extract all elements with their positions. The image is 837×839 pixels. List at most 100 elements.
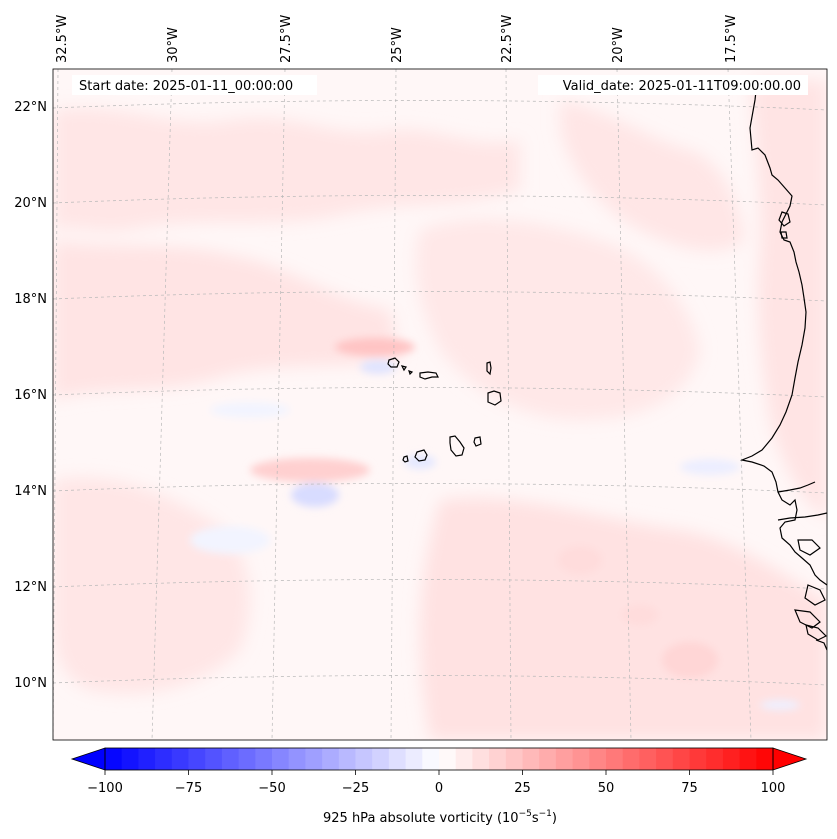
parallel-10n (53, 675, 827, 686)
colorbar-segment (489, 748, 507, 770)
colorbar-segment (221, 748, 239, 770)
cape-verde-islands (387, 357, 502, 463)
latitude-label-22n: 22°N (14, 100, 47, 115)
latitude-labels: 22°N 20°N 18°N 16°N 14°N 12°N 10°N (14, 100, 47, 691)
parallel-22n (53, 100, 827, 111)
vorticity-min-islands (360, 360, 396, 374)
vorticity-max-islands (335, 338, 415, 356)
colorbar-segment (288, 748, 306, 770)
gambia-river (777, 481, 816, 493)
vorticity-patch-northeast (560, 100, 745, 251)
vorticity-patch-west-band (53, 240, 400, 400)
colorbar-tick-labels: −100 −75 −50 −25 0 25 50 75 100 (87, 781, 785, 796)
valid-date-text: Valid_date: 2025-01-11T09:00:00.00 (563, 79, 801, 94)
date-annotations: Start date: 2025-01-11_00:00:00 Valid_da… (72, 75, 808, 95)
latitude-label-18n: 18°N (14, 292, 47, 307)
parallel-16n (53, 387, 827, 398)
colorbar-segment (272, 748, 290, 770)
start-date-box (72, 75, 317, 95)
vorticity-max-west (250, 458, 370, 482)
colorbar-segment (422, 748, 440, 770)
vorticity-min-central (210, 402, 290, 418)
vorticity-max-southeast-3 (622, 605, 658, 625)
colorbar-ticks (104, 770, 774, 775)
island-boa-vista (487, 390, 502, 406)
colorbar-segment (305, 748, 323, 770)
latitude-label-14n: 14°N (14, 484, 47, 499)
colorbar-tick-label: 100 (761, 781, 786, 796)
colorbar-segment (388, 748, 406, 770)
colorbar-segment (739, 748, 757, 770)
colorbar-segment (121, 748, 139, 770)
colorbar-segment (656, 748, 674, 770)
latitude-label-20n: 20°N (14, 196, 47, 211)
latitude-label-12n: 12°N (14, 580, 47, 595)
colorbar-segment (105, 748, 123, 770)
colorbar-segment (322, 748, 340, 770)
vorticity-patch-northwest (53, 107, 520, 232)
vorticity-field (53, 80, 827, 740)
longitude-label-22-5w: 22.5°W (500, 15, 515, 63)
guinea-bissau-islands (797, 539, 821, 556)
longitude-label-25w: 25°W (390, 27, 405, 63)
colorbar-segment (555, 748, 573, 770)
vorticity-max-southeast (558, 546, 602, 574)
colorbar-tick-label: −25 (342, 781, 369, 796)
island-santo-antao (387, 357, 400, 368)
colorbar-segment (505, 748, 523, 770)
latitude-label-16n: 16°N (14, 388, 47, 403)
colorbar-segment (522, 748, 540, 770)
colorbar-segments (105, 748, 774, 770)
colorbar-label-unit: s (532, 811, 539, 826)
meridian-17-5w (727, 69, 752, 740)
vorticity-patch-east-coast (750, 80, 827, 520)
colorbar-segment (722, 748, 740, 770)
meridian-20w (616, 69, 632, 740)
vorticity-min-south-islands (404, 455, 436, 469)
longitude-label-30w: 30°W (166, 27, 181, 63)
colorbar-segment (439, 748, 457, 770)
africa-coastline (739, 81, 827, 586)
vorticity-min-west (291, 483, 339, 507)
valid-date-box (538, 75, 808, 95)
colorbar-segment (606, 748, 624, 770)
meridian-25w (390, 69, 397, 740)
island-maio (473, 436, 482, 447)
colorbar-tick-label: 75 (681, 781, 698, 796)
colorbar-tick-label: 0 (435, 781, 443, 796)
coastal-islet (780, 231, 788, 239)
colorbar-segment (455, 748, 473, 770)
colorbar-label: 925 hPa absolute vorticity (10−5s−1) (323, 809, 557, 826)
longitude-label-27-5w: 27.5°W (279, 15, 294, 63)
longitude-label-32-5w: 32.5°W (55, 15, 70, 63)
colorbar-tick-label: −50 (258, 781, 285, 796)
colorbar-label-end: ) (552, 811, 557, 826)
island-sal (486, 361, 492, 376)
vorticity-max-southeast-2 (662, 642, 718, 678)
colorbar-tick-label: 50 (598, 781, 615, 796)
coastlines (739, 81, 827, 651)
island-santa-luzia (408, 370, 414, 376)
parallel-20n (53, 195, 827, 206)
colorbar-segment (255, 748, 273, 770)
island-sao-nicolau (419, 371, 439, 380)
colorbar-segment (188, 748, 206, 770)
colorbar-tick-label: 25 (514, 781, 531, 796)
sierra-leone-coast (815, 639, 827, 651)
gridlines (53, 69, 827, 740)
vorticity-min-coast (680, 459, 740, 475)
senegal-south-coast (777, 512, 827, 521)
colorbar-segment (372, 748, 390, 770)
colorbar-tick-label: −75 (175, 781, 202, 796)
island-sao-vicente (400, 365, 407, 372)
colorbar-segment (155, 748, 173, 770)
colorbar-segment (622, 748, 640, 770)
colorbar-segment (689, 748, 707, 770)
start-date-text: Start date: 2025-01-11_00:00:00 (79, 79, 293, 94)
colorbar-label-exp2: −1 (539, 809, 552, 819)
latitude-label-10n: 10°N (14, 676, 47, 691)
longitude-labels: 32.5°W 30°W 27.5°W 25°W 22.5°W 20°W 17.5… (55, 15, 739, 63)
longitude-label-17-5w: 17.5°W (724, 15, 739, 63)
vorticity-min-south-coast (760, 700, 800, 710)
